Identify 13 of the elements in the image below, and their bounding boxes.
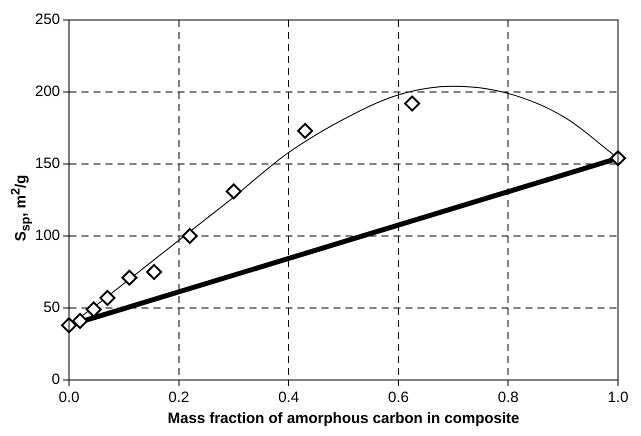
x-axis-title: Mass fraction of amorphous carbon in composite bbox=[168, 410, 520, 428]
y-tick-label: 50 bbox=[43, 299, 60, 316]
x-tick-label: 0.8 bbox=[498, 389, 519, 406]
y-tick-label: 200 bbox=[34, 83, 60, 100]
x-tick-label: 0.0 bbox=[58, 389, 80, 406]
x-tick-label: 0.6 bbox=[388, 389, 409, 406]
y-tick-label: 0 bbox=[52, 371, 60, 388]
y-tick-label: 100 bbox=[34, 227, 60, 244]
x-tick-label: 1.0 bbox=[608, 389, 628, 406]
x-tick-label: 0.2 bbox=[168, 389, 190, 406]
y-tick-label: 150 bbox=[34, 155, 60, 172]
x-tick-label: 0.4 bbox=[278, 389, 300, 406]
y-tick-label: 250 bbox=[34, 11, 60, 28]
